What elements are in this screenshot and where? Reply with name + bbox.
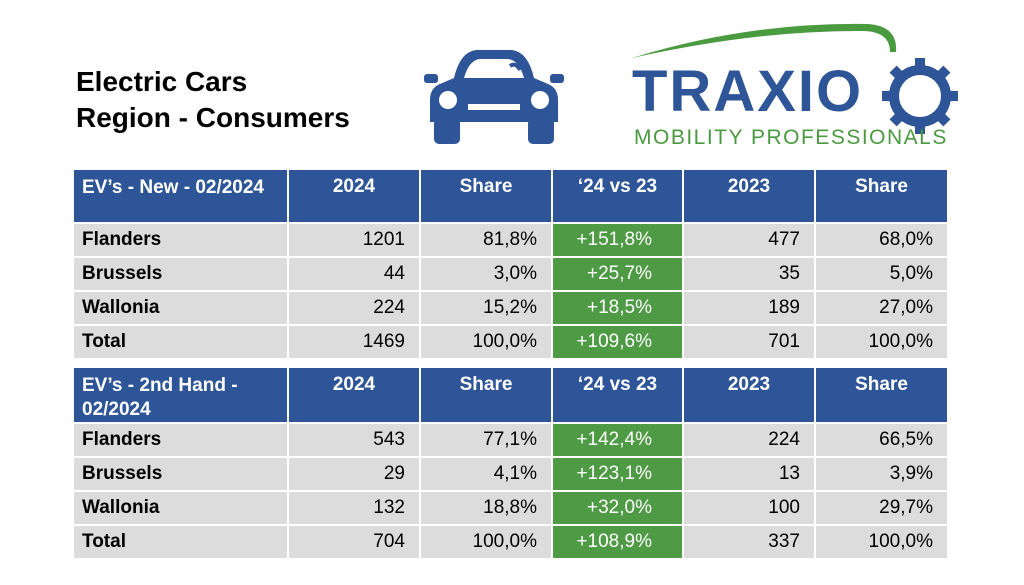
table-row: Brussels 29 4,1% +123,1% 13 3,9%: [72, 456, 949, 492]
table-cell: 1201: [287, 222, 421, 258]
table-cell: 29,7%: [814, 490, 949, 526]
table-cell: 132: [287, 490, 421, 526]
table-cell: 3,0%: [419, 256, 553, 292]
table-cell: 100,0%: [419, 524, 553, 560]
growth-cell: +151,8%: [551, 222, 684, 258]
table-header-cell: Share: [814, 168, 949, 224]
table-header-cell: Share: [814, 366, 949, 424]
row-label: Flanders: [72, 422, 289, 458]
title-line-2: Region - Consumers: [76, 102, 350, 133]
row-label: Brussels: [72, 456, 289, 492]
table-cell: 18,8%: [419, 490, 553, 526]
table-cell: 77,1%: [419, 422, 553, 458]
row-label: Total: [72, 524, 289, 560]
table-cell: 4,1%: [419, 456, 553, 492]
ev-second-hand-table: EV’s - 2nd Hand - 02/2024 2024 Share ‘24…: [72, 366, 949, 560]
table-cell: 1469: [287, 324, 421, 360]
table-header-row: EV’s - 2nd Hand - 02/2024 2024 Share ‘24…: [72, 366, 949, 424]
table-cell: 189: [682, 290, 816, 326]
table-cell: 100,0%: [814, 524, 949, 560]
table-header-cell: 2023: [682, 168, 816, 224]
table-cell: 66,5%: [814, 422, 949, 458]
growth-cell: +108,9%: [551, 524, 684, 560]
growth-cell: +109,6%: [551, 324, 684, 360]
table-row: Flanders 1201 81,8% +151,8% 477 68,0%: [72, 222, 949, 258]
table-cell: 81,8%: [419, 222, 553, 258]
table-cell: 224: [287, 290, 421, 326]
title-line-1: Electric Cars: [76, 66, 248, 97]
table-cell: 100,0%: [419, 324, 553, 360]
table-cell: 543: [287, 422, 421, 458]
table-header-cell: 2024: [287, 366, 421, 424]
table-header-cell: 2023: [682, 366, 816, 424]
car-icon: [424, 50, 564, 144]
table-row-total: Total 1469 100,0% +109,6% 701 100,0%: [72, 324, 949, 360]
row-label: Wallonia: [72, 490, 289, 526]
table-cell: 29: [287, 456, 421, 492]
logo-brand: TRAXIO: [632, 59, 864, 124]
growth-cell: +18,5%: [551, 290, 684, 326]
table-cell: 44: [287, 256, 421, 292]
table-header-cell: 2024: [287, 168, 421, 224]
table-row: Wallonia 132 18,8% +32,0% 100 29,7%: [72, 490, 949, 526]
growth-cell: +25,7%: [551, 256, 684, 292]
table-cell: 35: [682, 256, 816, 292]
table-header-cell: EV’s - 2nd Hand - 02/2024: [72, 366, 289, 424]
table-cell: 5,0%: [814, 256, 949, 292]
table-header-cell: ‘24 vs 23: [551, 168, 684, 224]
table-cell: 704: [287, 524, 421, 560]
table-cell: 224: [682, 422, 816, 458]
table-header-cell: ‘24 vs 23: [551, 366, 684, 424]
table-header-cell: Share: [419, 168, 553, 224]
table-cell: 3,9%: [814, 456, 949, 492]
table-row: Wallonia 224 15,2% +18,5% 189 27,0%: [72, 290, 949, 326]
row-label: Brussels: [72, 256, 289, 292]
table-header-row: EV’s - New - 02/2024 2024 Share ‘24 vs 2…: [72, 168, 949, 224]
table-cell: 477: [682, 222, 816, 258]
ev-new-table: EV’s - New - 02/2024 2024 Share ‘24 vs 2…: [72, 168, 949, 360]
table-cell: 15,2%: [419, 290, 553, 326]
table-cell: 100,0%: [814, 324, 949, 360]
table-row: Flanders 543 77,1% +142,4% 224 66,5%: [72, 422, 949, 458]
table-cell: 337: [682, 524, 816, 560]
row-label: Flanders: [72, 222, 289, 258]
growth-cell: +142,4%: [551, 422, 684, 458]
table-cell: 100: [682, 490, 816, 526]
table-cell: 13: [682, 456, 816, 492]
table-cell: 27,0%: [814, 290, 949, 326]
table-row-total: Total 704 100,0% +108,9% 337 100,0%: [72, 524, 949, 560]
table-header-cell: EV’s - New - 02/2024: [72, 168, 289, 224]
logo-tagline: MOBILITY PROFESSIONALS: [634, 126, 948, 149]
growth-cell: +123,1%: [551, 456, 684, 492]
table-row: Brussels 44 3,0% +25,7% 35 5,0%: [72, 256, 949, 292]
row-label: Wallonia: [72, 290, 289, 326]
growth-cell: +32,0%: [551, 490, 684, 526]
table-cell: 68,0%: [814, 222, 949, 258]
page-title: Electric Cars Region - Consumers: [76, 64, 350, 136]
row-label: Total: [72, 324, 289, 360]
table-header-cell: Share: [419, 366, 553, 424]
traxio-logo-swoosh: [632, 23, 958, 134]
table-cell: 701: [682, 324, 816, 360]
